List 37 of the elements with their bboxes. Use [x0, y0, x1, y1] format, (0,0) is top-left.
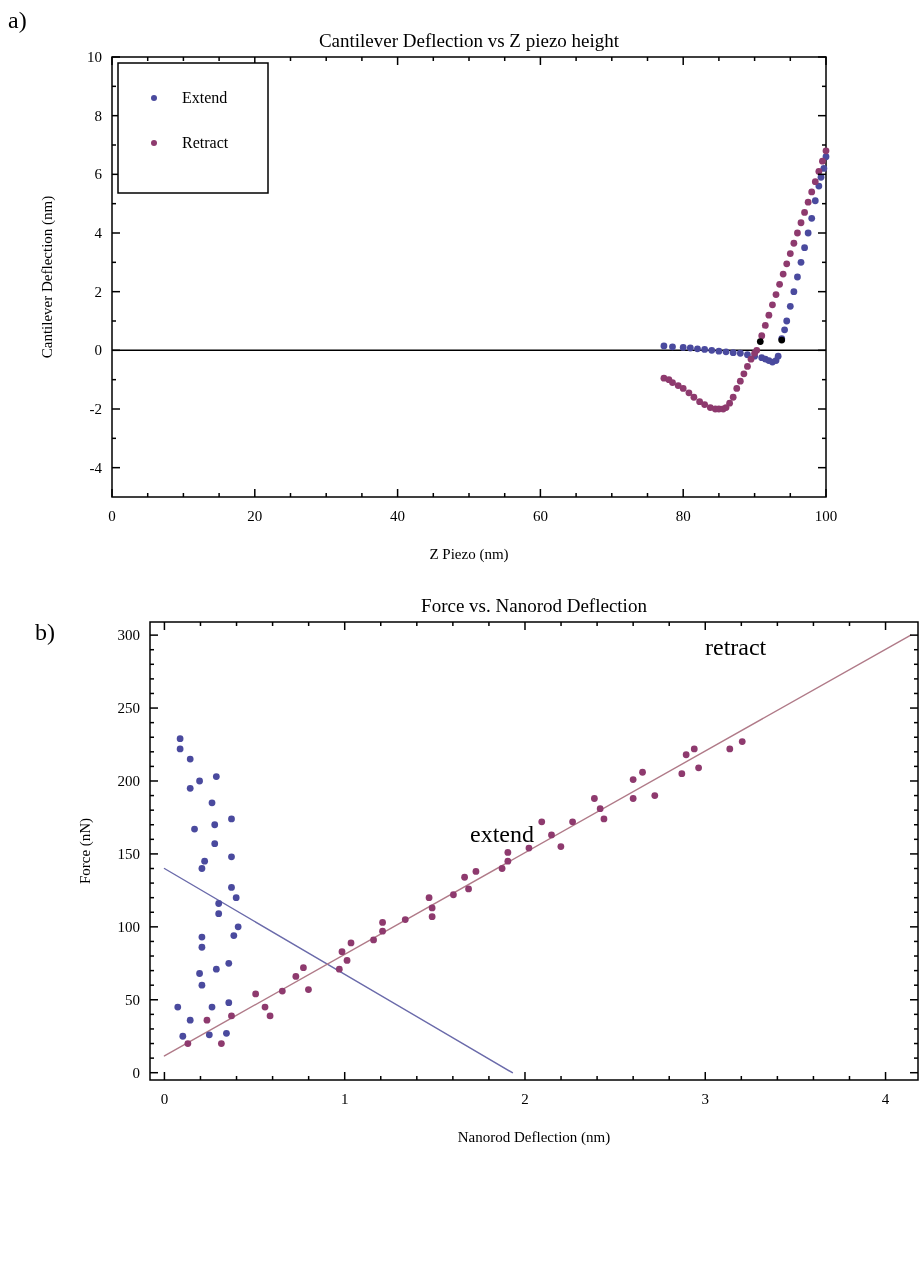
y-tick-label: 4	[94, 225, 103, 241]
x-tick-label: 3	[701, 1091, 710, 1107]
x-tick-label: 20	[247, 508, 263, 524]
annotation: retract	[705, 634, 767, 660]
y-tick-label: 250	[117, 700, 140, 717]
y-tick-label: 0	[132, 1064, 140, 1081]
y-tick-label: 6	[94, 166, 103, 183]
y-tick-label: 300	[117, 627, 140, 644]
x-tick-label: 4	[881, 1091, 890, 1107]
annotation: extend	[470, 821, 534, 847]
x-tick-label: 40	[390, 508, 406, 524]
y-tick-label: 200	[117, 772, 140, 789]
y-tick-label: 10	[87, 49, 102, 65]
y-tick-label: 150	[117, 845, 140, 862]
chart-title: Cantilever Deflection vs Z piezo height	[318, 30, 620, 51]
x-axis-title: Nanorod Deflection (nm)	[457, 1129, 611, 1146]
legend-label: Retract	[182, 134, 229, 151]
x-tick-label: 60	[532, 508, 548, 524]
legend-label: Extend	[182, 89, 228, 106]
x-tick-label: 100	[814, 508, 838, 524]
text: a)	[8, 7, 27, 33]
x-axis-title: Z Piezo (nm)	[429, 546, 509, 563]
y-tick-label: -2	[89, 401, 102, 417]
x-tick-label: 2	[521, 1091, 529, 1107]
y-tick-label: 50	[125, 991, 140, 1008]
y-tick-label: 8	[94, 107, 102, 124]
y-tick-label: 2	[94, 283, 102, 300]
y-tick-label: -4	[89, 459, 103, 476]
chart-title: Force vs. Nanorod Deflection	[421, 595, 648, 616]
y-tick-label: 100	[117, 918, 140, 935]
text: b)	[35, 619, 55, 645]
y-axis-title: Force (nN)	[77, 817, 94, 885]
y-tick-label: 0	[94, 342, 102, 359]
x-tick-label: 0	[160, 1091, 169, 1107]
y-axis-title: Cantilever Deflection (nm)	[39, 195, 56, 359]
x-tick-label: 80	[675, 508, 691, 524]
x-tick-label: 1	[340, 1091, 349, 1107]
